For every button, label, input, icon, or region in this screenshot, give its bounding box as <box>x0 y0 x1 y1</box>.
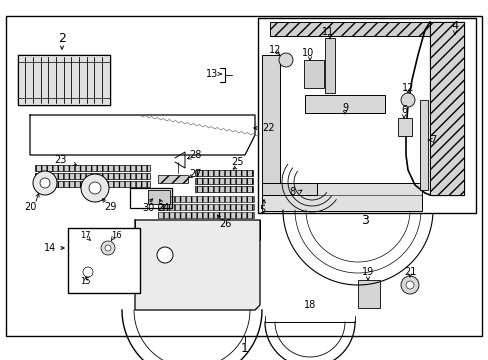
Bar <box>35 173 150 179</box>
Circle shape <box>405 281 413 289</box>
Bar <box>195 186 252 192</box>
Text: 28: 28 <box>188 150 201 160</box>
Bar <box>258 18 475 213</box>
Text: 11: 11 <box>321 27 333 37</box>
Text: 18: 18 <box>303 300 315 310</box>
Text: 7: 7 <box>429 135 435 145</box>
Text: 22: 22 <box>262 123 274 133</box>
Circle shape <box>101 241 115 255</box>
Bar <box>429 22 463 195</box>
Text: 27: 27 <box>188 169 201 179</box>
Text: 30: 30 <box>142 203 154 213</box>
Bar <box>158 196 253 202</box>
Text: 1: 1 <box>241 342 248 355</box>
Text: 25: 25 <box>231 157 244 167</box>
Bar <box>262 183 421 211</box>
Circle shape <box>157 247 173 263</box>
Bar <box>305 95 384 113</box>
Bar <box>262 183 316 195</box>
Text: 21: 21 <box>403 267 415 277</box>
Text: 4: 4 <box>450 21 458 31</box>
Bar <box>158 204 253 210</box>
Text: 3: 3 <box>360 213 368 226</box>
Bar <box>357 280 379 308</box>
Text: 10: 10 <box>301 48 313 58</box>
Bar <box>130 188 172 208</box>
Text: 13: 13 <box>205 69 218 79</box>
Text: 29: 29 <box>103 202 116 212</box>
Text: 26: 26 <box>218 219 231 229</box>
Bar <box>135 220 260 310</box>
Text: 9: 9 <box>341 103 347 113</box>
Text: 8: 8 <box>288 187 294 197</box>
Circle shape <box>400 93 414 107</box>
Text: 24: 24 <box>157 203 169 213</box>
Bar <box>158 212 253 218</box>
Bar <box>18 55 110 105</box>
Text: 17: 17 <box>80 230 90 239</box>
Bar <box>262 55 280 195</box>
Bar <box>304 60 324 88</box>
Text: 6: 6 <box>400 105 406 115</box>
Bar <box>35 181 150 187</box>
Bar <box>325 38 334 93</box>
Bar <box>195 170 252 176</box>
Text: 15: 15 <box>80 278 90 287</box>
Bar <box>148 190 170 204</box>
Circle shape <box>81 174 109 202</box>
Circle shape <box>83 267 93 277</box>
Bar <box>35 165 150 171</box>
Circle shape <box>400 276 418 294</box>
Bar <box>269 22 429 36</box>
Text: 20: 20 <box>24 202 36 212</box>
Bar <box>68 228 140 293</box>
Text: 12: 12 <box>268 45 281 55</box>
Bar <box>397 118 411 136</box>
Circle shape <box>89 182 101 194</box>
Bar <box>419 100 427 190</box>
Text: 23: 23 <box>54 155 66 165</box>
Circle shape <box>279 53 292 67</box>
Text: 16: 16 <box>110 230 121 239</box>
Text: 19: 19 <box>361 267 373 277</box>
Text: 14: 14 <box>44 243 56 253</box>
Text: 5: 5 <box>258 205 264 215</box>
Bar <box>158 175 187 183</box>
Circle shape <box>33 171 57 195</box>
Circle shape <box>105 245 111 251</box>
Text: 2: 2 <box>58 32 66 45</box>
Text: 12: 12 <box>401 83 413 93</box>
Bar <box>6 16 481 336</box>
Circle shape <box>40 178 50 188</box>
Bar <box>195 178 252 184</box>
